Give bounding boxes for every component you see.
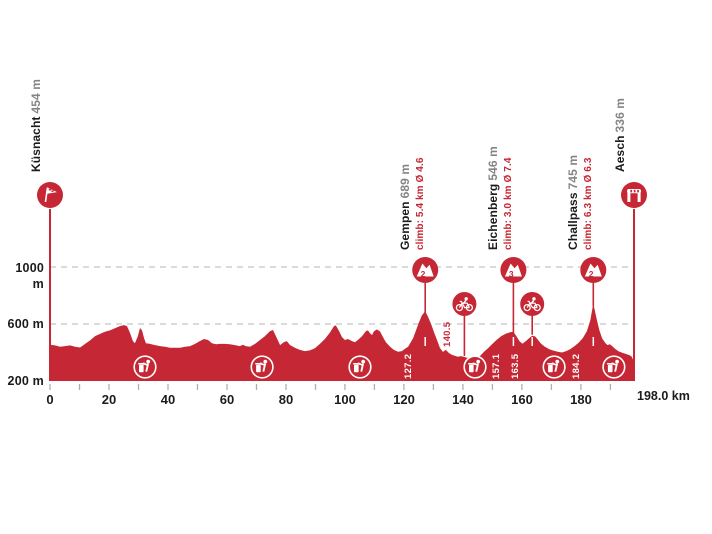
climb-label-challpass: Challpass 745 m: [566, 155, 580, 250]
finish-label: Aesch 336 m: [613, 98, 627, 172]
litter-zone-icon: [602, 355, 626, 379]
climb-info-eichenberg: climb: 3.0 km Ø 7.4: [503, 157, 514, 251]
start-altitude: 454 m: [29, 78, 43, 114]
x-axis-label-120: 120: [393, 392, 415, 407]
climb-name: Gempen: [398, 201, 412, 250]
start-name: Küsnacht: [29, 116, 43, 172]
climb-altitude: 745 m: [566, 154, 580, 190]
y-axis-label-1000m: 1000 m: [15, 261, 44, 291]
km-marker-challpass: 184.2: [571, 353, 582, 379]
x-axis-label-0: 0: [46, 392, 54, 407]
x-axis-label-140: 140: [452, 392, 474, 407]
x-axis-label-20: 20: [101, 392, 117, 407]
climb-name: Eichenberg: [486, 183, 500, 250]
elevation-area: [50, 303, 634, 381]
svg-text:2: 2: [421, 269, 426, 279]
litter-zone-icon: [250, 355, 274, 379]
climb-altitude: 546 m: [486, 146, 500, 181]
x-axis-label-160: 160: [511, 392, 533, 407]
sprint-bicycle-icon: [520, 292, 545, 316]
y-axis-label-200m: 200 m: [7, 374, 44, 388]
km-marker-gempen: 127.2: [403, 353, 414, 379]
km-marker-sprint-2: 163.5: [510, 353, 521, 379]
litter-zone-icon: [542, 355, 566, 379]
x-axis-label-40: 40: [160, 392, 176, 407]
icon-circle: [37, 182, 63, 208]
finish-name: Aesch: [613, 135, 627, 172]
start-label: Küsnacht 454 m: [29, 79, 43, 172]
y-axis-label-600m: 600 m: [7, 317, 44, 331]
x-axis-label-180: 180: [570, 392, 592, 407]
km-marker-sprint-1: 140.5: [442, 321, 453, 347]
svg-text:3: 3: [509, 269, 514, 279]
climb-info-gempen: climb: 5.4 km Ø 4.6: [415, 157, 426, 251]
sprint-bicycle-icon: [452, 292, 477, 316]
climb-label-eichenberg: Eichenberg 546 m: [486, 146, 500, 250]
litter-zone-icon: [133, 355, 157, 379]
start-flag-icon: [37, 182, 63, 208]
finish-arch-icon: [621, 182, 647, 208]
category-2-climb-icon: 2: [580, 257, 607, 283]
category-2-climb-icon: 2: [412, 257, 439, 283]
finish-altitude: 336 m: [613, 97, 627, 133]
svg-text:2: 2: [589, 269, 594, 279]
litter-zone-icon: [463, 355, 487, 379]
x-axis-label-60: 60: [219, 392, 235, 407]
x-axis-label-100: 100: [334, 392, 356, 407]
km-marker-eichenberg: 157.1: [491, 353, 502, 379]
climb-altitude: 689 m: [398, 163, 412, 199]
climb-info-challpass: climb: 6.3 km Ø 6.3: [583, 157, 594, 251]
litter-zone-icon: [348, 355, 372, 379]
total-distance-label: 198.0 km: [637, 389, 690, 403]
climb-name: Challpass: [566, 192, 580, 250]
category-3-climb-icon: 3: [500, 257, 527, 283]
x-axis-label-80: 80: [278, 392, 294, 407]
climb-label-gempen: Gempen 689 m: [398, 164, 412, 250]
